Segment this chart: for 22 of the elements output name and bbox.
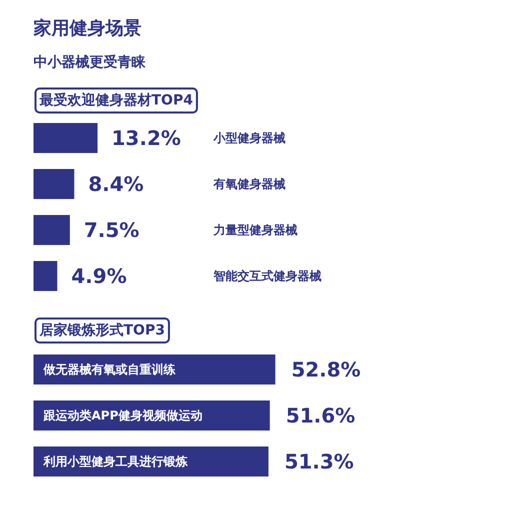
bar xyxy=(34,123,98,153)
data-label: 8.4% xyxy=(88,172,144,196)
data-label: 51.3% xyxy=(284,450,354,474)
text: 中小器械更受青睐 xyxy=(34,54,146,70)
bar xyxy=(34,215,70,245)
category-label: 智能交互式健身器械 xyxy=(214,269,322,283)
data-label: 13.2% xyxy=(112,126,181,150)
chart-title: 居家锻炼形式TOP3 xyxy=(38,322,165,338)
category-label: 做无器械有氧或自重训练 xyxy=(44,362,176,376)
data-label: 51.6% xyxy=(286,404,356,428)
category-label: 有氧健身器械 xyxy=(214,177,286,191)
category-label: 力量型健身器械 xyxy=(214,223,298,237)
data-label: 52.8% xyxy=(291,358,361,382)
bar xyxy=(34,261,58,291)
data-label: 7.5% xyxy=(84,218,140,242)
chart-title: 最受欢迎健身器材TOP4 xyxy=(38,92,194,108)
category-label: 小型健身器械 xyxy=(214,131,286,145)
bar xyxy=(34,169,74,199)
text: 家用健身场景 xyxy=(32,18,142,39)
category-label: 利用小型健身工具进行锻炼 xyxy=(44,454,188,468)
category-label: 跟运动类APP健身视频做运动 xyxy=(44,408,202,422)
data-label: 4.9% xyxy=(71,264,127,288)
